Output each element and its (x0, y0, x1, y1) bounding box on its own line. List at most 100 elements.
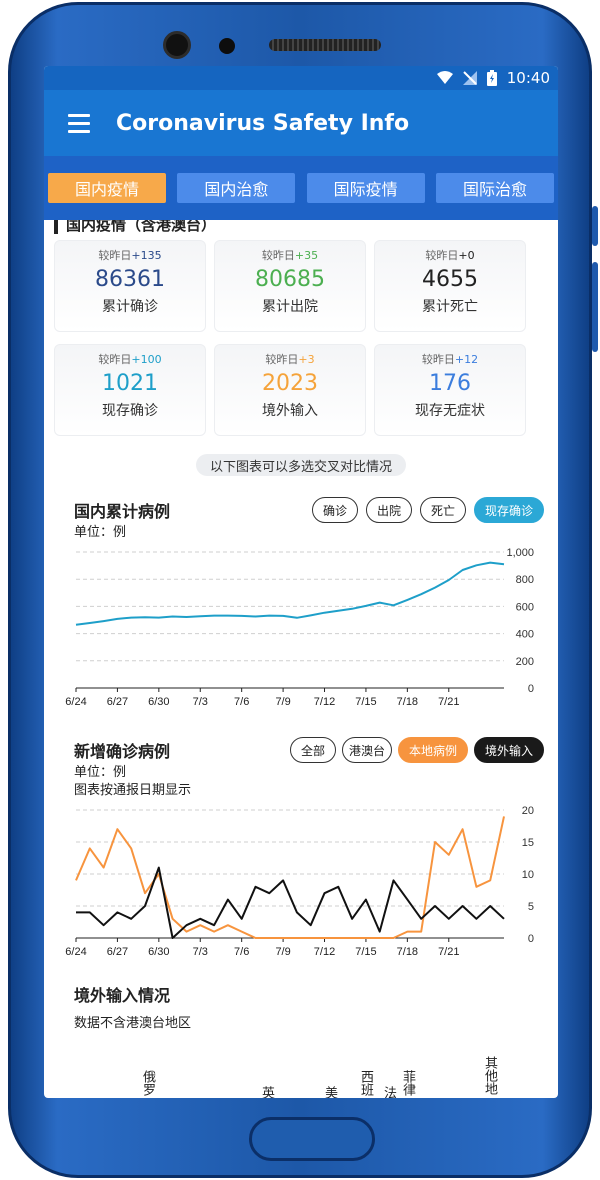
stat-value: 86361 (95, 267, 165, 292)
y-tick-label: 800 (516, 574, 534, 586)
tab-domestic-epidemic[interactable]: 国内疫情 (48, 173, 166, 203)
battery-icon (486, 70, 497, 86)
filter-all-button[interactable]: 全部 (289, 737, 336, 763)
stat-value: 176 (429, 371, 471, 396)
wifi-icon (436, 71, 453, 84)
filter-current-confirmed-button[interactable]: 现存确诊 (473, 497, 544, 523)
stat-value: 1021 (102, 371, 158, 396)
filter-hk-macao-taiwan-button[interactable]: 港澳台 (341, 737, 392, 763)
y-tick-label: 400 (516, 629, 534, 641)
x-tick-label: 7/12 (314, 946, 335, 958)
proximity-sensor (219, 38, 235, 54)
stat-card-discharged: 较昨日+35 80685 累计出院 (214, 240, 366, 332)
stat-label: 累计出院 (262, 299, 318, 315)
x-tick-label: 6/30 (148, 696, 169, 708)
y-tick-label: 10 (522, 869, 534, 881)
country-label: 英 (259, 1086, 274, 1098)
filter-discharged-button[interactable]: 出院 (365, 497, 412, 523)
country-label: 法 (381, 1086, 396, 1098)
y-tick-label: 20 (522, 805, 534, 817)
filter-deaths-button[interactable]: 死亡 (419, 497, 466, 523)
stat-delta: 较昨日+135 (98, 249, 162, 262)
stat-label: 现存无症状 (415, 403, 485, 419)
tab-international-epidemic[interactable]: 国际疫情 (306, 173, 425, 203)
menu-icon[interactable] (44, 90, 114, 156)
cumulative-unit-label: 单位：例 (74, 525, 127, 540)
volume-up-button[interactable] (592, 206, 598, 246)
series-line-境外输入 (76, 866, 505, 939)
y-tick-label: 0 (528, 683, 534, 695)
filter-local-cases-button[interactable]: 本地病例 (397, 737, 468, 763)
stat-card-current-confirmed: 较昨日+100 1021 现存确诊 (54, 344, 206, 436)
y-tick-label: 200 (516, 656, 534, 668)
x-tick-label: 7/3 (193, 696, 208, 708)
stat-label: 现存确诊 (102, 403, 158, 419)
clock: 10:40 (506, 69, 550, 87)
country-label: 俄罗 (140, 1070, 155, 1096)
x-tick-label: 7/3 (193, 946, 208, 958)
daily-line-chart[interactable]: 0 5 10 15 20 6/24 6/27 6/30 7/3 7/6 7/9 7/12 7/15 7/1… (54, 800, 548, 962)
stat-value: 2023 (262, 371, 318, 396)
stat-value: 80685 (255, 267, 325, 292)
series-line-现存确诊 (75, 561, 505, 626)
country-label: 美 (322, 1086, 337, 1098)
y-tick-label: 5 (528, 901, 534, 913)
x-tick-label: 7/12 (314, 696, 335, 708)
stat-label: 境外输入 (262, 403, 318, 419)
x-tick-label: 6/30 (148, 946, 169, 958)
scroll-content[interactable]: 国内疫情（含港澳台） 较昨日+135 86361 累计确诊 较昨日+35 806… (44, 220, 558, 1031)
section-heading: 国内疫情（含港澳台） (54, 220, 548, 234)
x-tick-label: 6/24 (65, 696, 86, 708)
country-label: 菲律 (400, 1070, 415, 1096)
x-tick-label: 7/15 (355, 946, 376, 958)
daily-chart-block: 新增确诊病例 全部 港澳台 本地病例 境外输入 单位：例 图表按通报日期显示 0… (54, 736, 548, 962)
x-tick-label: 7/6 (234, 946, 249, 958)
tab-domestic-recovered[interactable]: 国内治愈 (177, 173, 296, 203)
tab-bar: 国内疫情 国内治愈 国际疫情 国际治愈 (44, 156, 558, 220)
stat-value: 4655 (422, 267, 478, 292)
front-camera (163, 31, 191, 59)
x-tick-label: 7/6 (234, 696, 249, 708)
x-tick-label: 7/21 (438, 946, 459, 958)
x-tick-label: 6/24 (65, 946, 86, 958)
app-bar: Coronavirus Safety Info (44, 90, 558, 156)
filter-imported-button[interactable]: 境外输入 (473, 737, 544, 763)
daily-date-note: 图表按通报日期显示 (74, 783, 192, 798)
multi-select-hint: 以下图表可以多选交叉对比情况 (196, 454, 406, 476)
earpiece-speaker (269, 39, 381, 51)
cumulative-line-chart[interactable]: 0 200 400 600 800 1,000 6/24 6/27 6/30 7/3 7/6 7/9 7… (54, 542, 548, 712)
filter-confirmed-button[interactable]: 确诊 (311, 497, 358, 523)
status-bar: 10:40 (44, 66, 558, 90)
x-tick-label: 7/15 (355, 696, 376, 708)
home-button[interactable] (249, 1117, 375, 1161)
imports-title: 境外输入情况 (74, 986, 171, 1005)
cumulative-chart-block: 国内累计病例 确诊 出院 死亡 现存确诊 单位：例 0 200 400 600 800 1… (54, 496, 548, 712)
x-tick-label: 7/18 (397, 946, 418, 958)
x-tick-label: 6/27 (107, 696, 128, 708)
stat-delta: 较昨日+35 (261, 249, 319, 262)
cumulative-chart-title: 国内累计病例 (74, 502, 171, 521)
y-tick-label: 0 (528, 933, 534, 945)
y-tick-label: 15 (522, 837, 534, 849)
x-tick-label: 7/9 (275, 946, 290, 958)
stat-delta: 较昨日+3 (265, 353, 315, 366)
series-line-本地病例 (75, 816, 505, 939)
volume-down-button[interactable] (592, 262, 598, 352)
daily-unit-label: 单位：例 (74, 765, 127, 780)
daily-chart-title: 新增确诊病例 (74, 742, 171, 761)
x-tick-label: 7/18 (397, 696, 418, 708)
x-tick-label: 7/21 (438, 696, 459, 708)
stat-label: 累计死亡 (422, 299, 478, 315)
stat-delta: 较昨日+0 (425, 249, 475, 262)
imports-block: 境外输入情况 数据不含港澳台地区 (54, 982, 548, 1031)
x-tick-label: 7/9 (275, 696, 290, 708)
stat-delta: 较昨日+100 (98, 353, 162, 366)
tab-international-recovered[interactable]: 国际治愈 (435, 173, 554, 203)
country-label: 其他地 (482, 1056, 497, 1095)
stat-card-asymptomatic: 较昨日+12 176 现存无症状 (374, 344, 526, 436)
no-signal-icon (462, 71, 477, 85)
stat-card-confirmed: 较昨日+135 86361 累计确诊 (54, 240, 206, 332)
stat-grid: 较昨日+135 86361 累计确诊 较昨日+35 80685 累计出院 较昨日… (54, 240, 548, 436)
y-tick-label: 1,000 (506, 547, 534, 559)
stat-delta: 较昨日+12 (421, 353, 479, 366)
